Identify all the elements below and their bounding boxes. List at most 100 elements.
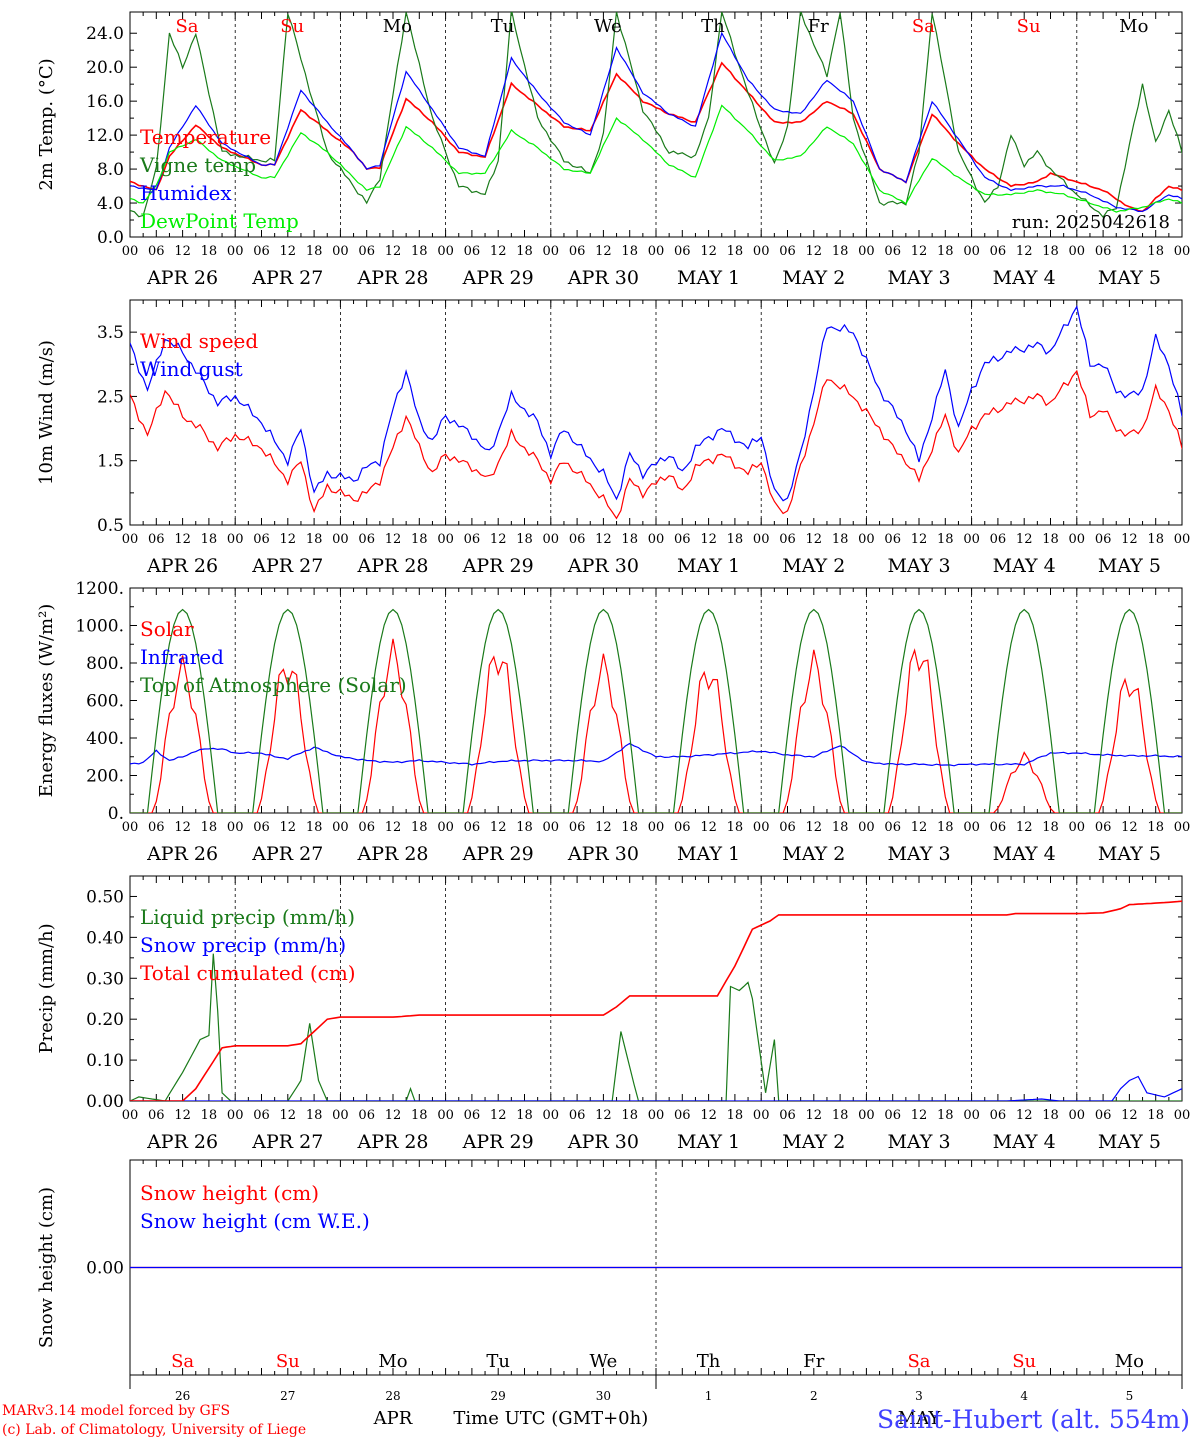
x-hour-label: 06 bbox=[884, 244, 901, 259]
x-day-label: APR 26 bbox=[146, 267, 218, 289]
x-hour-label: 00 bbox=[1069, 820, 1086, 835]
x-hour-label: 06 bbox=[569, 532, 586, 547]
series-line-wind-speed bbox=[130, 369, 1182, 520]
y-tick-label: 0.30 bbox=[86, 969, 124, 989]
x-hour-label: 06 bbox=[674, 1108, 691, 1123]
x-day-label: APR 27 bbox=[251, 267, 323, 289]
x-day-label: MAY 1 bbox=[677, 843, 740, 865]
legend-entry-snow-height-cm: Snow height (cm) bbox=[140, 1181, 319, 1205]
weekday-label: Sa bbox=[175, 16, 198, 37]
x-hour-label: 00 bbox=[1069, 532, 1086, 547]
x-day-label: APR 29 bbox=[462, 843, 534, 865]
plot-frame bbox=[129, 587, 1183, 814]
x-hour-label: 18 bbox=[516, 532, 533, 547]
legend-entry-temperature: Temperature bbox=[140, 125, 271, 149]
x-hour-label: 12 bbox=[806, 244, 823, 259]
series-line-dewpoint-temp bbox=[130, 104, 1182, 213]
x-hour-label: 12 bbox=[385, 244, 402, 259]
bottom-day-number: 29 bbox=[491, 1389, 506, 1403]
x-day-label: APR 30 bbox=[567, 843, 639, 865]
x-hour-label: 12 bbox=[806, 532, 823, 547]
x-hour-label: 18 bbox=[306, 1108, 323, 1123]
x-hour-label: 06 bbox=[253, 244, 270, 259]
x-day-label: MAY 1 bbox=[677, 555, 740, 577]
x-hour-label: 06 bbox=[1095, 532, 1112, 547]
series-line-top-of-atmosphere-solar bbox=[130, 608, 1182, 813]
weekday-label: Tu bbox=[486, 1351, 510, 1372]
credit-line-1: MARv3.14 model forced by GFS bbox=[2, 1403, 230, 1419]
weekday-label: Fr bbox=[808, 16, 829, 37]
x-hour-label: 00 bbox=[753, 532, 770, 547]
x-hour-label: 00 bbox=[648, 532, 665, 547]
x-hour-label: 06 bbox=[674, 820, 691, 835]
x-hour-label: 00 bbox=[648, 1108, 665, 1123]
x-hour-label: 06 bbox=[464, 820, 481, 835]
x-hour-label: 18 bbox=[727, 244, 744, 259]
weekday-label: Sa bbox=[171, 1351, 194, 1372]
x-hour-label: 00 bbox=[1174, 532, 1191, 547]
x-hour-label: 00 bbox=[122, 1108, 139, 1123]
x-hour-label: 12 bbox=[595, 1108, 612, 1123]
legend-entry-snow-precip-mm-h: Snow precip (mm/h) bbox=[140, 933, 346, 957]
x-hour-label: 00 bbox=[1069, 244, 1086, 259]
x-day-label: APR 28 bbox=[356, 555, 428, 577]
legend-entry-wind-speed: Wind speed bbox=[140, 329, 258, 353]
y-tick-label: 0.00 bbox=[86, 1259, 124, 1279]
x-hour-label: 12 bbox=[595, 532, 612, 547]
x-hour-label: 12 bbox=[700, 1108, 717, 1123]
x-hour-label: 00 bbox=[963, 532, 980, 547]
panel-precip bbox=[129, 875, 1183, 1102]
legend-entry-top-of-atmosphere-solar: Top of Atmosphere (Solar) bbox=[140, 673, 407, 697]
x-hour-label: 18 bbox=[1147, 532, 1164, 547]
y-tick-label: 400. bbox=[86, 729, 124, 749]
x-hour-label: 12 bbox=[1016, 244, 1033, 259]
x-day-label: MAY 4 bbox=[993, 555, 1056, 577]
x-day-label: MAY 3 bbox=[887, 267, 950, 289]
series-line-temperature bbox=[130, 61, 1182, 213]
x-hour-label: 18 bbox=[1042, 820, 1059, 835]
x-hour-label: 00 bbox=[543, 1108, 560, 1123]
x-hour-label: 12 bbox=[174, 820, 191, 835]
x-hour-label: 18 bbox=[1042, 532, 1059, 547]
x-axis-title: Time UTC (GMT+0h) bbox=[453, 1408, 648, 1429]
x-hour-label: 00 bbox=[648, 244, 665, 259]
x-hour-label: 18 bbox=[306, 244, 323, 259]
legend-entry-total-cumulated-cm: Total cumulated (cm) bbox=[140, 961, 356, 985]
x-day-label: MAY 2 bbox=[782, 267, 845, 289]
x-hour-label: 00 bbox=[1174, 244, 1191, 259]
legend-entry-infrared: Infrared bbox=[140, 645, 224, 669]
bottom-day-number: 30 bbox=[596, 1389, 611, 1403]
bottom-month-label: APR bbox=[373, 1408, 413, 1429]
x-hour-label: 06 bbox=[990, 820, 1007, 835]
weekday-label: Th bbox=[701, 16, 725, 37]
x-hour-label: 06 bbox=[358, 820, 375, 835]
x-hour-label: 18 bbox=[832, 244, 849, 259]
x-day-label: APR 27 bbox=[251, 843, 323, 865]
x-hour-label: 00 bbox=[543, 820, 560, 835]
x-hour-label: 18 bbox=[621, 1108, 638, 1123]
legend-entry-snow-height-cm-w-e: Snow height (cm W.E.) bbox=[140, 1209, 370, 1233]
x-hour-label: 06 bbox=[253, 532, 270, 547]
x-hour-label: 18 bbox=[201, 1108, 218, 1123]
x-hour-label: 18 bbox=[1042, 1108, 1059, 1123]
y-tick-label: 0.50 bbox=[86, 887, 124, 907]
x-hour-label: 06 bbox=[358, 1108, 375, 1123]
x-hour-label: 12 bbox=[1121, 244, 1138, 259]
legend-entry-solar: Solar bbox=[140, 617, 194, 641]
x-hour-label: 18 bbox=[832, 820, 849, 835]
x-hour-label: 00 bbox=[332, 820, 349, 835]
x-hour-label: 18 bbox=[201, 532, 218, 547]
x-hour-label: 06 bbox=[358, 244, 375, 259]
x-hour-label: 18 bbox=[727, 1108, 744, 1123]
x-hour-label: 06 bbox=[1095, 1108, 1112, 1123]
x-hour-label: 00 bbox=[437, 820, 454, 835]
x-hour-label: 18 bbox=[727, 532, 744, 547]
x-hour-label: 12 bbox=[174, 1108, 191, 1123]
x-hour-label: 18 bbox=[832, 532, 849, 547]
x-hour-label: 18 bbox=[516, 1108, 533, 1123]
x-hour-label: 00 bbox=[227, 820, 244, 835]
x-day-label: APR 28 bbox=[356, 1131, 428, 1153]
series-line-wind-gust bbox=[130, 305, 1182, 502]
bottom-day-number: 26 bbox=[175, 1389, 190, 1403]
